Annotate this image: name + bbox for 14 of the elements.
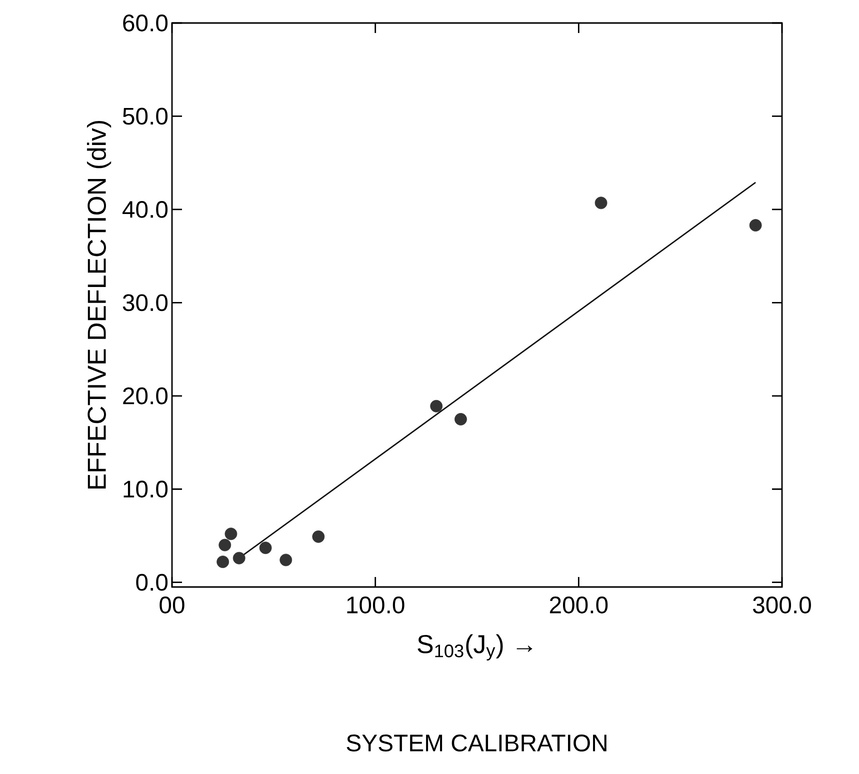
x-axis-title: S$_{103}$(J$_{y}$) →	[418, 634, 532, 661]
y-tick-label: 0.0	[136, 574, 168, 591]
y-tick-label: 40.0	[122, 200, 168, 218]
y-tick-label: 30.0	[122, 294, 168, 312]
y-tick-label: 10.0	[124, 480, 168, 498]
y-tick-label: 20.0	[123, 387, 168, 404]
text: SYSTEM CALIBRATION	[346, 734, 606, 752]
y-tick-label: 60.0	[123, 14, 168, 32]
x-tick-label: 00	[160, 596, 184, 614]
x-tick-label: 200.0	[550, 596, 608, 614]
x-tick-label: 100.0	[347, 596, 404, 614]
y-axis-title: EFFECTIVE DEFLECTION (div)	[86, 120, 112, 489]
x-tick-label: 300.0	[752, 596, 811, 614]
y-tick-label: 50.0	[122, 108, 168, 125]
